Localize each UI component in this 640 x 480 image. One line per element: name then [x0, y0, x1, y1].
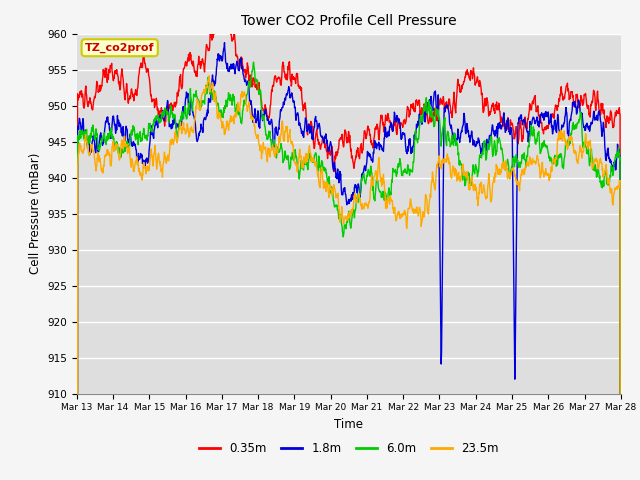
- Y-axis label: Cell Pressure (mBar): Cell Pressure (mBar): [29, 153, 42, 274]
- Legend: 0.35m, 1.8m, 6.0m, 23.5m: 0.35m, 1.8m, 6.0m, 23.5m: [194, 437, 504, 460]
- X-axis label: Time: Time: [334, 418, 364, 431]
- Text: TZ_co2prof: TZ_co2prof: [85, 43, 154, 53]
- Title: Tower CO2 Profile Cell Pressure: Tower CO2 Profile Cell Pressure: [241, 14, 456, 28]
